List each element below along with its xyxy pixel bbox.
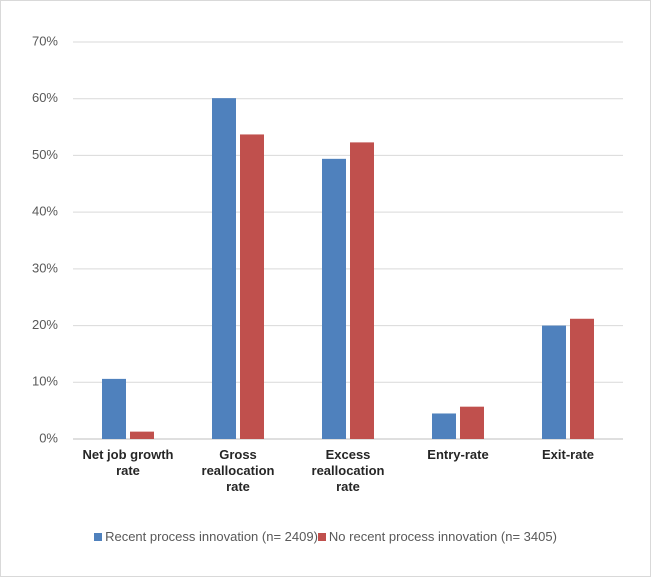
legend-label: No recent process innovation (n= 3405) [328, 529, 557, 544]
bar [432, 413, 456, 439]
y-tick-label: 20% [32, 317, 58, 332]
x-tick-label: Excess reallocation rate [311, 447, 385, 494]
x-tick-label: Entry-rate [427, 447, 489, 462]
bar [542, 325, 566, 439]
y-tick-label: 0% [39, 430, 58, 445]
plot: 0% 10% 20% 30% 40% 50% 60% 70% [32, 33, 623, 445]
legend: Recent process innovation (n= 2409) No re… [1, 529, 650, 544]
y-tick-label: 50% [32, 147, 58, 162]
legend-item: Recent process innovation (n= 2409) [94, 529, 318, 544]
bar [212, 98, 236, 439]
bar [570, 318, 594, 439]
bar [350, 142, 374, 440]
legend-label: Recent process innovation (n= 2409) [105, 529, 318, 544]
legend-item: No recent process innovation (n= 3405) [317, 529, 557, 544]
bar [130, 431, 154, 439]
x-tick-label: Gross reallocation rate [201, 447, 275, 494]
y-tick-label: 10% [32, 374, 58, 389]
y-tick-label: 70% [32, 33, 58, 48]
legend-swatch [94, 532, 103, 541]
y-tick-label: 30% [32, 260, 58, 275]
x-tick-label: Exit-rate [541, 447, 595, 462]
bar [102, 378, 126, 439]
bar [240, 134, 264, 440]
x-tick-label: Net job growth rate [82, 447, 174, 478]
y-tick-label: 60% [32, 90, 58, 105]
bar [322, 158, 346, 439]
y-tick-label: 40% [32, 204, 58, 219]
bar [460, 406, 484, 439]
legend-swatch [317, 532, 326, 541]
